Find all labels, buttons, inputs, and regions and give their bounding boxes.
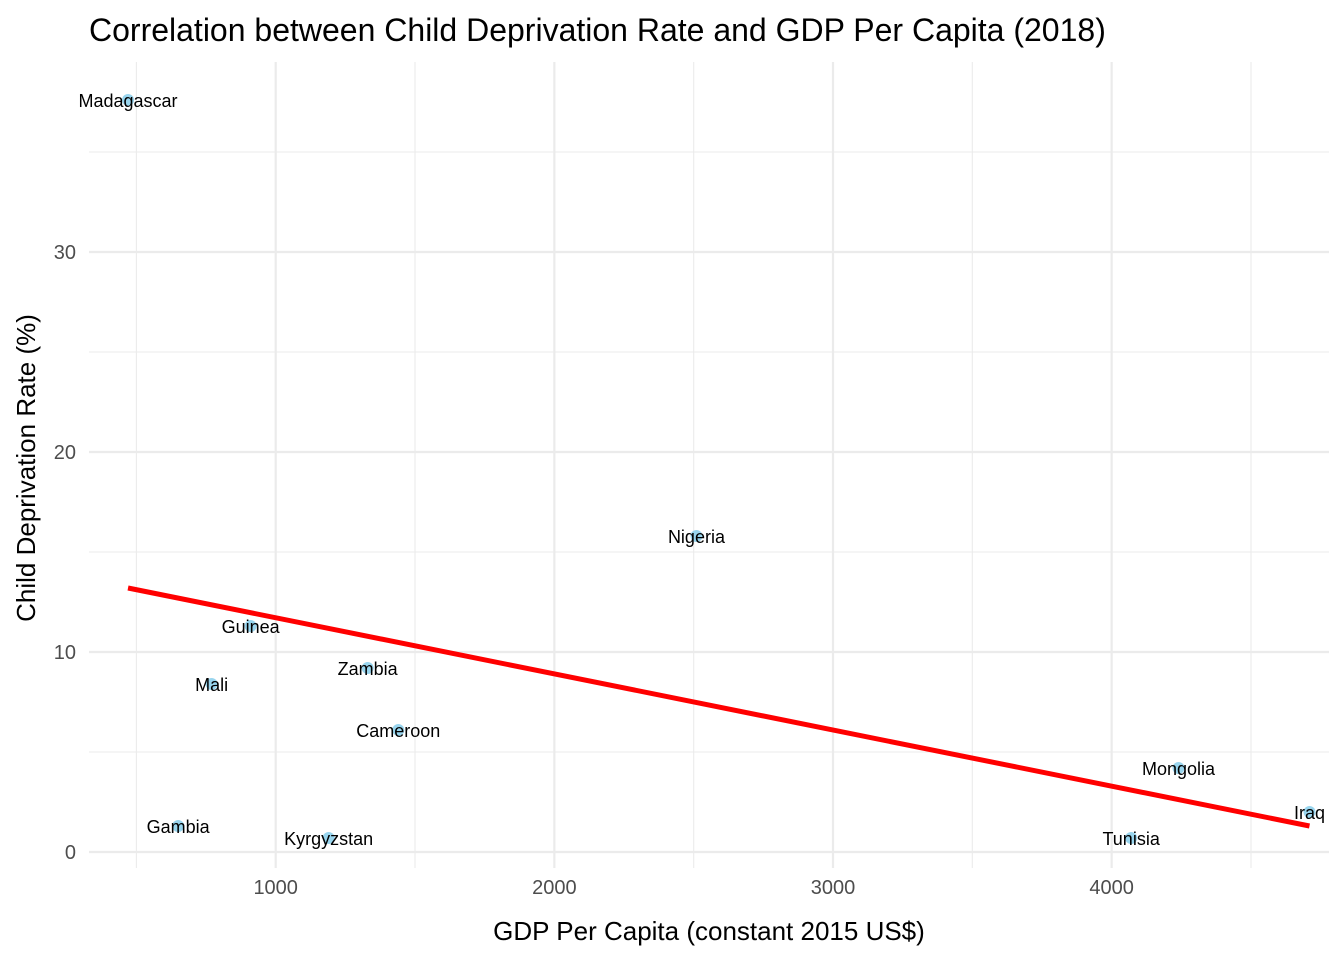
y-axis-title: Child Deprivation Rate (%) (11, 314, 41, 622)
x-tick-label: 1000 (253, 877, 298, 899)
x-axis-ticks: 1000 2000 3000 4000 (253, 877, 1133, 899)
point-label: Kyrgyzstan (284, 829, 373, 849)
data-point (392, 724, 405, 736)
point-label: Mongolia (1142, 759, 1216, 779)
point-label: Zambia (338, 659, 399, 679)
data-point (690, 530, 703, 542)
grid (89, 62, 1329, 868)
point-label: Guinea (222, 617, 281, 637)
point-label: Gambia (147, 817, 211, 837)
x-tick-label: 2000 (532, 877, 577, 899)
chart-title: Correlation between Child Deprivation Ra… (89, 12, 1106, 48)
y-tick-label: 20 (54, 442, 76, 464)
data-point (244, 620, 257, 632)
data-point (1172, 762, 1185, 774)
point-label: Cameroon (356, 721, 440, 741)
trend-line (127, 585, 1310, 829)
data-point (322, 832, 335, 844)
x-tick-label: 3000 (811, 877, 856, 899)
point-label: Nigeria (668, 527, 726, 547)
point-labels-layer: Madagascar Nigeria Guinea Zambia Mali Cameroo… (78, 91, 1325, 849)
y-tick-label: 30 (54, 242, 76, 264)
y-tick-label: 0 (65, 842, 76, 864)
x-tick-label: 4000 (1089, 877, 1134, 899)
point-label: Iraq (1294, 803, 1325, 823)
point-label: Madagascar (78, 91, 177, 111)
points-layer (122, 94, 1316, 844)
data-point (172, 820, 185, 832)
y-tick-label: 10 (54, 642, 76, 664)
point-label: Mali (195, 675, 228, 695)
y-axis-ticks: 0 10 20 30 (54, 242, 76, 864)
data-point (1125, 832, 1138, 844)
data-point (361, 662, 374, 674)
data-point (122, 94, 135, 106)
point-label: Tunisia (1102, 829, 1160, 849)
x-axis-title: GDP Per Capita (constant 2015 US$) (493, 916, 925, 946)
data-point (1303, 806, 1316, 818)
data-point (205, 678, 218, 690)
